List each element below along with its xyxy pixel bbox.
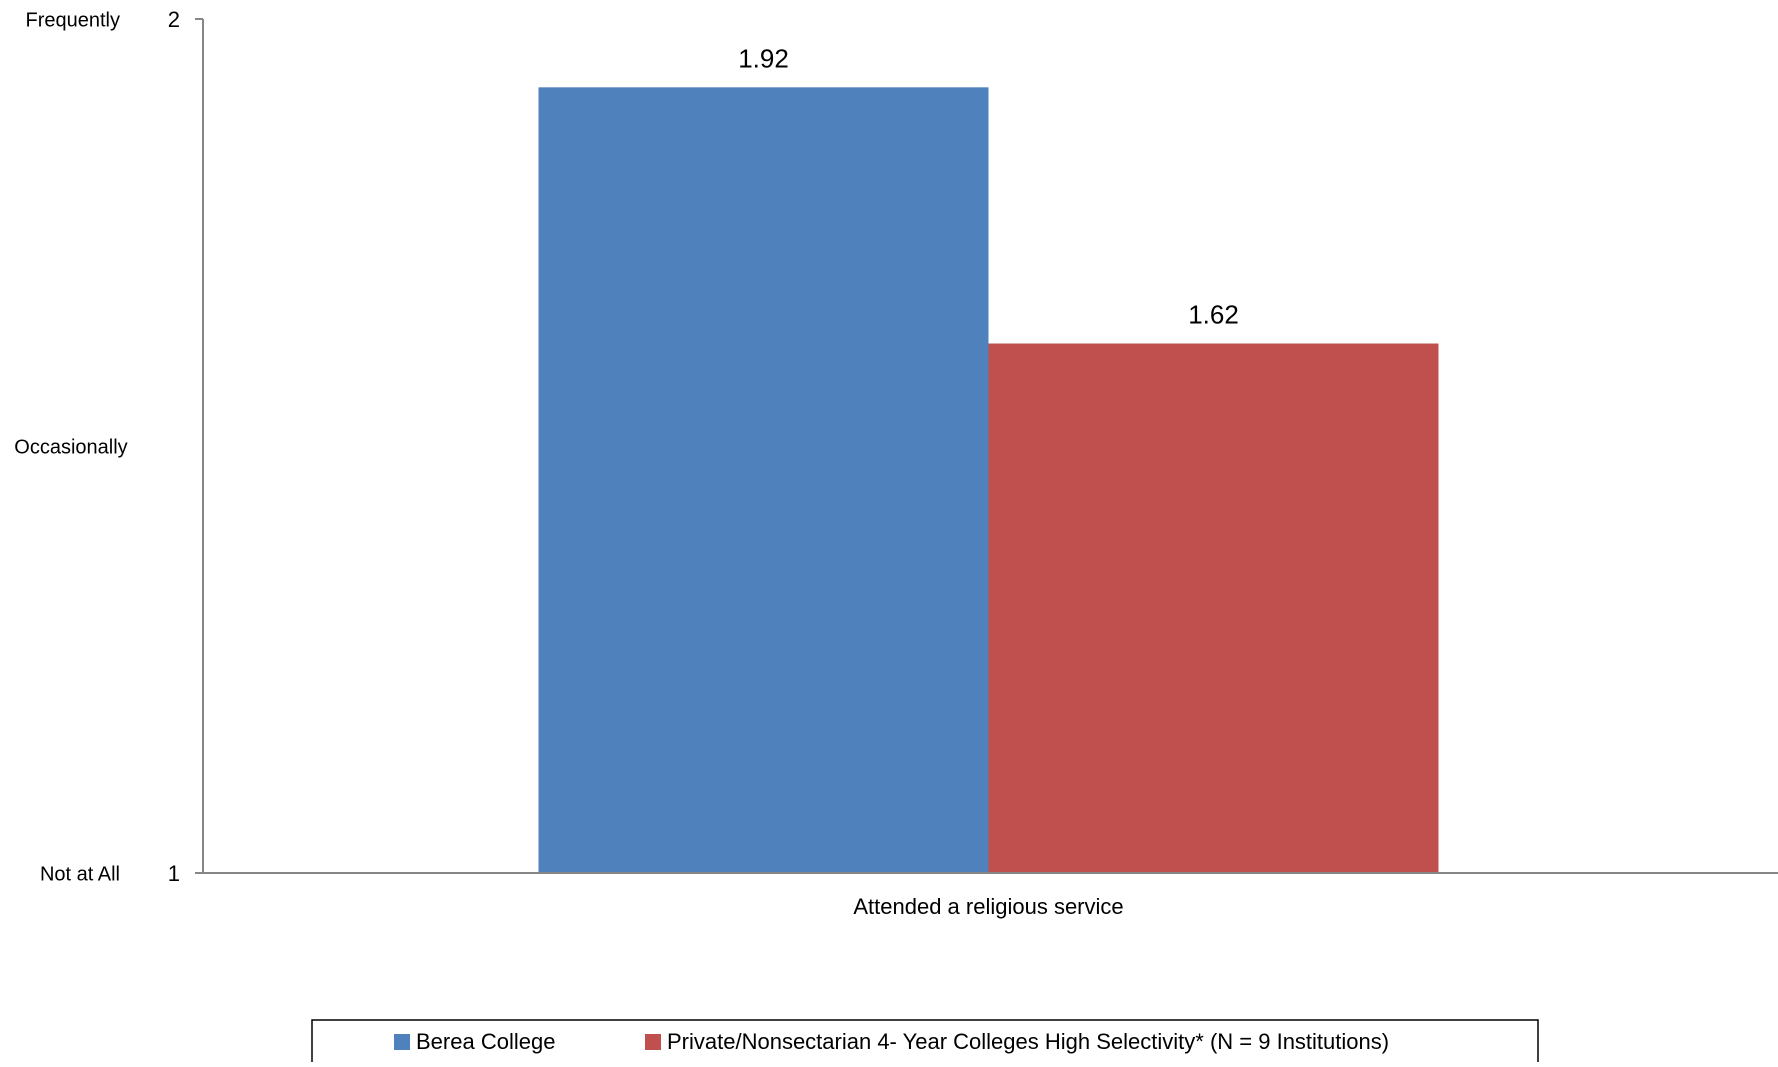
x-category-label: Attended a religious service	[853, 894, 1123, 919]
data-label: 1.92	[738, 43, 789, 73]
legend-entry-label: Berea College	[416, 1029, 555, 1054]
bar-comparison-group	[988, 343, 1439, 873]
bar-berea-college	[538, 87, 989, 873]
data-label: 1.62	[1188, 300, 1239, 330]
axes	[195, 18, 1778, 874]
bars-layer	[538, 87, 1439, 873]
legend-box	[311, 1019, 1539, 1067]
y-scale-label: Occasionally	[14, 436, 127, 458]
legend-swatch	[645, 1034, 661, 1050]
legend-entry-label: Private/Nonsectarian 4- Year Colleges Hi…	[667, 1029, 1389, 1054]
legend-swatch	[394, 1034, 410, 1050]
y-tick-label: 1	[168, 861, 180, 886]
y-tick-label: 2	[168, 7, 180, 32]
labels-layer: 1.92 1.62 Attended a religious service 1 2 Fr…	[14, 7, 1239, 919]
legend: Berea College Private/Nonsectarian 4- Yea…	[311, 1019, 1539, 1067]
y-scale-label: Not at All	[40, 863, 120, 885]
y-scale-label: Frequently	[26, 9, 121, 31]
